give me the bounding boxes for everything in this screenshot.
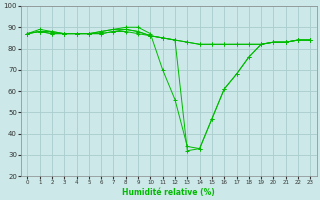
X-axis label: Humidité relative (%): Humidité relative (%) bbox=[123, 188, 215, 197]
